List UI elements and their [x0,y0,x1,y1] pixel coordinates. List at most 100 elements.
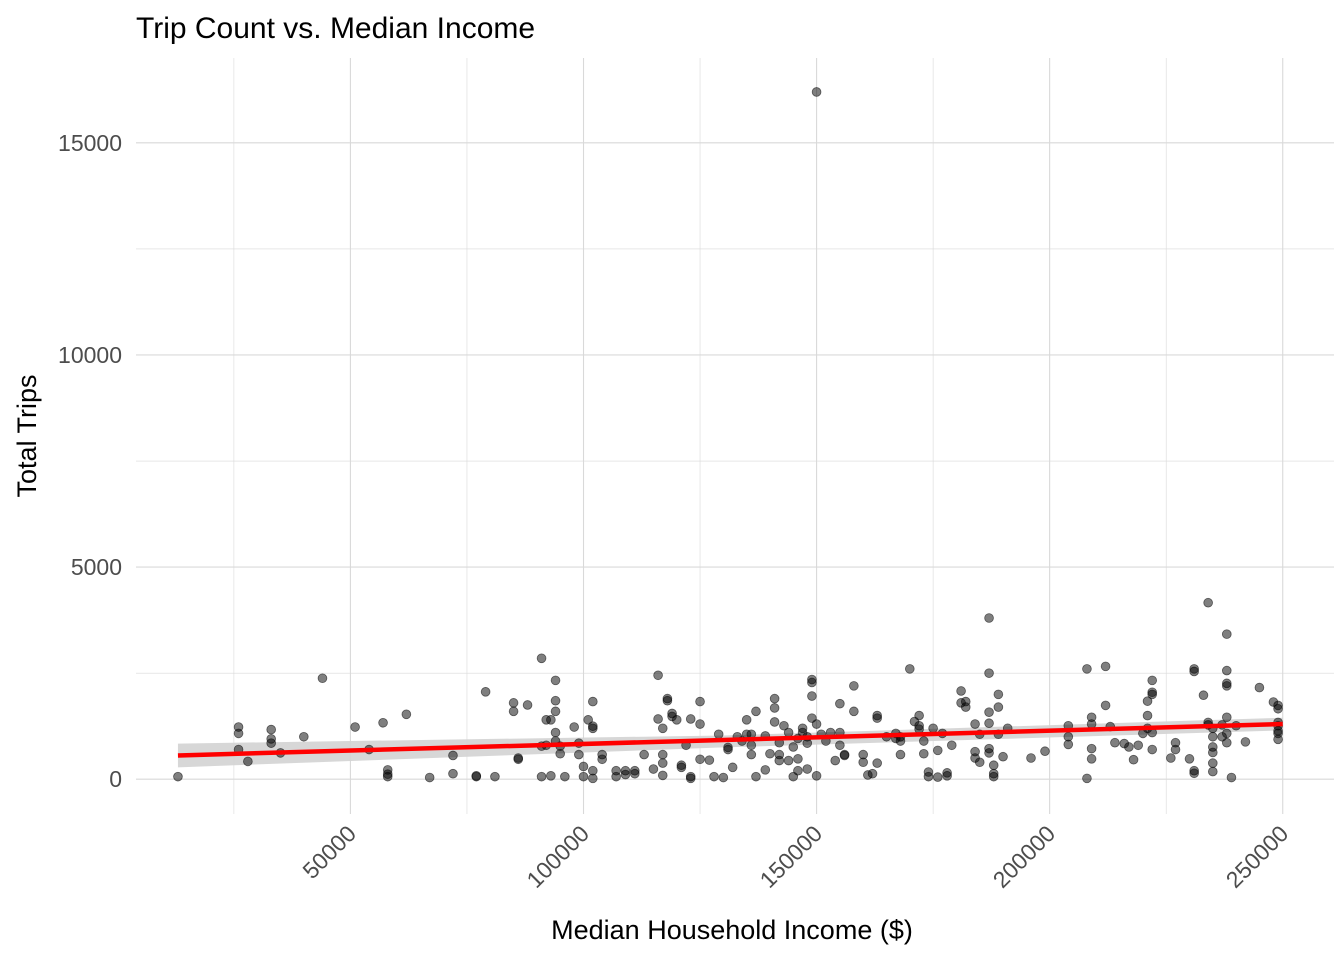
data-point [1166,753,1176,763]
data-point [974,757,985,768]
data-point [560,771,570,782]
data-point [555,748,565,759]
data-point [1082,664,1092,674]
data-point [657,749,668,760]
data-point [266,738,276,748]
data-point [1110,737,1120,748]
data-point [872,758,882,768]
data-point [657,770,668,781]
data-point [807,674,817,685]
data-point [914,710,924,721]
data-point [1221,712,1232,723]
data-point [928,723,938,734]
data-point [1100,700,1111,711]
data-point [1273,734,1283,745]
data-point [1170,744,1181,755]
data-point [629,768,640,779]
data-point [811,87,822,97]
data-point [723,744,733,755]
data-point [988,760,999,771]
y-tick-label: 5000 [71,554,122,580]
data-point [653,714,663,724]
data-point [783,755,794,766]
data-point [769,717,780,727]
data-point [536,653,547,664]
data-point [998,751,1008,762]
data-point [378,717,388,728]
data-point [984,707,994,717]
fit-line [177,721,1283,758]
data-point [956,686,966,696]
y-tick-label: 10000 [58,342,122,368]
data-point [746,749,757,760]
data-point [695,754,705,765]
data-point [1203,597,1213,608]
data-point [569,722,579,732]
data-point [611,771,621,782]
data-point [765,748,775,759]
data-point [942,771,952,781]
x-tick-label: 250000 [1221,820,1294,893]
data-point [769,703,780,713]
data-point [676,760,687,771]
data-point [788,742,799,752]
data-point [835,740,845,751]
data-point [1147,744,1158,755]
data-point [1221,629,1232,639]
data-point [1221,728,1232,739]
data-point [835,698,845,709]
data-point [1086,754,1097,764]
data-point [695,719,705,729]
data-point [1208,731,1218,742]
data-point [546,715,556,725]
data-point [578,761,589,772]
data-point [718,772,729,783]
data-point [639,749,649,760]
data-point [1208,766,1218,777]
data-point [583,715,593,725]
data-point [713,729,724,740]
data-point [849,681,859,691]
data-point [550,727,561,738]
data-point [811,771,822,781]
data-point [1086,743,1097,754]
data-point [1082,773,1092,784]
data-point [1147,675,1158,686]
data-point [550,675,561,686]
data-point [695,696,705,707]
data-point [648,764,659,774]
data-point [793,754,803,764]
data-point [448,768,458,779]
fit-line-group [177,721,1283,758]
data-point [1147,689,1158,700]
data-point [1226,772,1237,783]
data-point [946,740,957,751]
data-point [657,723,668,734]
data-point [685,714,696,724]
data-point [923,771,934,782]
data-point [727,762,738,773]
data-point [588,696,598,707]
data-point [1221,665,1232,676]
data-point [1221,737,1232,748]
data-point [774,755,785,766]
data-point [918,736,929,746]
y-axis-title: Total Trips [12,374,42,497]
data-point [807,691,817,701]
data-point [471,771,482,782]
data-point [741,715,752,725]
data-point [783,727,794,738]
data-point [588,773,598,784]
data-point [671,715,682,725]
data-point [932,772,943,782]
data-point [932,745,943,756]
data-point [988,771,999,782]
data-point [970,719,980,729]
data-point [350,722,360,732]
data-point [1133,740,1144,751]
data-point [401,709,412,720]
data-point [704,755,715,765]
data-point [709,771,719,782]
